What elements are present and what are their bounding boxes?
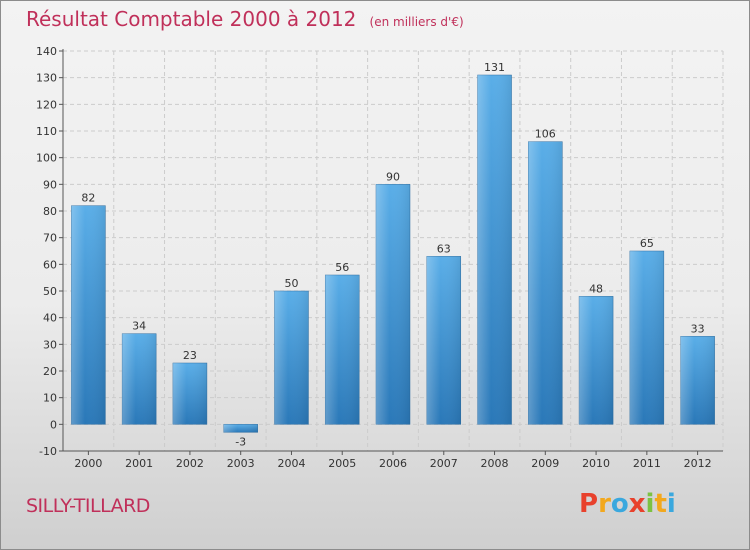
y-tick-label: 30 bbox=[43, 338, 57, 351]
city-name: SILLY-TILLARD bbox=[26, 495, 150, 517]
x-tick-label: 2000 bbox=[74, 457, 102, 470]
data-label: 50 bbox=[284, 277, 298, 290]
logo-letter: o bbox=[610, 489, 629, 519]
bar-shine bbox=[680, 336, 715, 425]
data-label: 90 bbox=[386, 170, 400, 183]
y-tick-label: 80 bbox=[43, 205, 57, 218]
logo-letter: P bbox=[579, 489, 599, 519]
y-tick-label: -10 bbox=[39, 445, 57, 458]
data-label: 65 bbox=[640, 237, 654, 250]
bar-shine bbox=[71, 205, 106, 425]
data-labels: 82 34 23 -3 50 56 90 63 131 106 48 65 33 bbox=[81, 61, 704, 448]
bar-shine bbox=[274, 291, 309, 425]
data-label: 82 bbox=[81, 192, 95, 205]
y-tick-label: 10 bbox=[43, 392, 57, 405]
logo-letter: i bbox=[645, 489, 655, 519]
data-label: 63 bbox=[437, 242, 451, 255]
x-tick-label: 2007 bbox=[430, 457, 458, 470]
x-tick-label: 2012 bbox=[684, 457, 712, 470]
y-tick-label: 20 bbox=[43, 365, 57, 378]
bar-shine bbox=[426, 256, 461, 425]
x-tick-label: 2006 bbox=[379, 457, 407, 470]
data-label: 33 bbox=[691, 322, 705, 335]
x-tick-label: 2009 bbox=[531, 457, 559, 470]
y-tick-label: 70 bbox=[43, 232, 57, 245]
y-tick-label: 60 bbox=[43, 258, 57, 271]
x-tick-label: 2005 bbox=[328, 457, 356, 470]
bar-shine bbox=[122, 333, 157, 425]
bar-shine bbox=[528, 141, 563, 425]
y-tick-label: 120 bbox=[36, 98, 57, 111]
bar-shine bbox=[629, 251, 664, 425]
x-tick-label: 2003 bbox=[227, 457, 255, 470]
bar-shine bbox=[172, 363, 207, 425]
logo-letter: x bbox=[628, 489, 646, 519]
x-tick-label: 2004 bbox=[277, 457, 305, 470]
x-tick-label: 2010 bbox=[582, 457, 610, 470]
logo-letter: i bbox=[666, 489, 676, 519]
bar-shine bbox=[579, 296, 614, 425]
chart-unit: (en milliers d'€) bbox=[369, 15, 464, 29]
data-label: 23 bbox=[183, 349, 197, 362]
chart-title-block: Résultat Comptable 2000 à 2012 (en milli… bbox=[26, 7, 464, 31]
x-tick-label: 2002 bbox=[176, 457, 204, 470]
bars bbox=[71, 74, 715, 433]
data-label: 56 bbox=[335, 261, 349, 274]
logo-letter: r bbox=[598, 489, 611, 519]
x-tick-label: 2011 bbox=[633, 457, 661, 470]
x-tick-label: 2008 bbox=[481, 457, 509, 470]
y-tick-label: 140 bbox=[36, 45, 57, 58]
bar-shine bbox=[477, 75, 512, 425]
y-tick-label: 40 bbox=[43, 312, 57, 325]
y-tick-label: 130 bbox=[36, 72, 57, 85]
brand-logo: Proxiti bbox=[579, 489, 676, 519]
data-label: 48 bbox=[589, 282, 603, 295]
axes: -10 0 10 20 30 40 50 60 70 80 90 100 110 120 130 140 200… bbox=[36, 45, 723, 470]
x-tick-label: 2001 bbox=[125, 457, 153, 470]
data-label: 106 bbox=[535, 128, 556, 141]
y-tick-label: 0 bbox=[50, 418, 57, 431]
bar-shine bbox=[223, 424, 258, 433]
y-tick-label: 50 bbox=[43, 285, 57, 298]
data-label: 131 bbox=[484, 61, 505, 74]
bar-shine bbox=[376, 184, 410, 425]
data-label: -3 bbox=[235, 435, 246, 448]
data-label: 34 bbox=[132, 320, 146, 333]
y-tick-label: 100 bbox=[36, 152, 57, 165]
y-tick-label: 90 bbox=[43, 178, 57, 191]
bar-shine bbox=[325, 275, 360, 425]
chart-title: Résultat Comptable 2000 à 2012 bbox=[26, 7, 357, 31]
logo-letter: t bbox=[654, 489, 667, 519]
y-tick-label: 110 bbox=[36, 125, 57, 138]
